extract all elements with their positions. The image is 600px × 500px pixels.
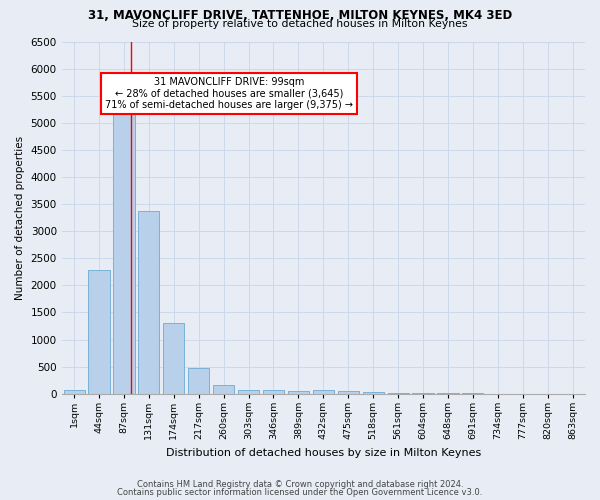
Bar (388, 393, 409, 394)
Text: Size of property relative to detached houses in Milton Keynes: Size of property relative to detached ho… (132, 19, 468, 29)
Bar (138, 210, 160, 394)
Bar (213, 385, 234, 394)
Y-axis label: Number of detached properties: Number of detached properties (15, 136, 25, 300)
Bar (88, 270, 110, 394)
Bar (163, 322, 184, 394)
Bar (113, 100, 134, 394)
Bar (338, 391, 359, 394)
Text: 31, MAVONCLIFF DRIVE, TATTENHOE, MILTON KEYNES, MK4 3ED: 31, MAVONCLIFF DRIVE, TATTENHOE, MILTON … (88, 9, 512, 22)
Bar (188, 368, 209, 394)
Bar (64, 390, 85, 394)
Bar (288, 390, 309, 394)
Text: 31 MAVONCLIFF DRIVE: 99sqm
← 28% of detached houses are smaller (3,645)
71% of s: 31 MAVONCLIFF DRIVE: 99sqm ← 28% of deta… (105, 76, 353, 110)
Text: Contains public sector information licensed under the Open Government Licence v3: Contains public sector information licen… (118, 488, 482, 497)
Bar (238, 390, 259, 394)
Bar (313, 390, 334, 394)
Bar (362, 392, 384, 394)
Bar (412, 393, 434, 394)
Bar (263, 390, 284, 394)
X-axis label: Distribution of detached houses by size in Milton Keynes: Distribution of detached houses by size … (166, 448, 481, 458)
Text: Contains HM Land Registry data © Crown copyright and database right 2024.: Contains HM Land Registry data © Crown c… (137, 480, 463, 489)
